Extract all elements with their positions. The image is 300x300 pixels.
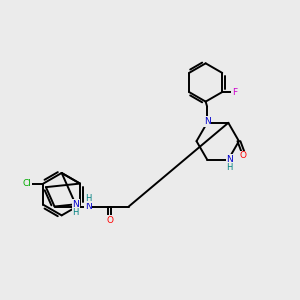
Text: H: H <box>226 163 233 172</box>
Text: H: H <box>85 194 92 203</box>
Text: O: O <box>106 216 113 225</box>
Text: N: N <box>204 117 211 126</box>
Text: Cl: Cl <box>23 179 32 188</box>
Text: F: F <box>232 88 237 97</box>
Text: N: N <box>85 202 92 211</box>
Text: N: N <box>72 200 79 209</box>
Text: O: O <box>240 152 247 160</box>
Text: H: H <box>72 208 79 217</box>
Text: N: N <box>226 155 233 164</box>
